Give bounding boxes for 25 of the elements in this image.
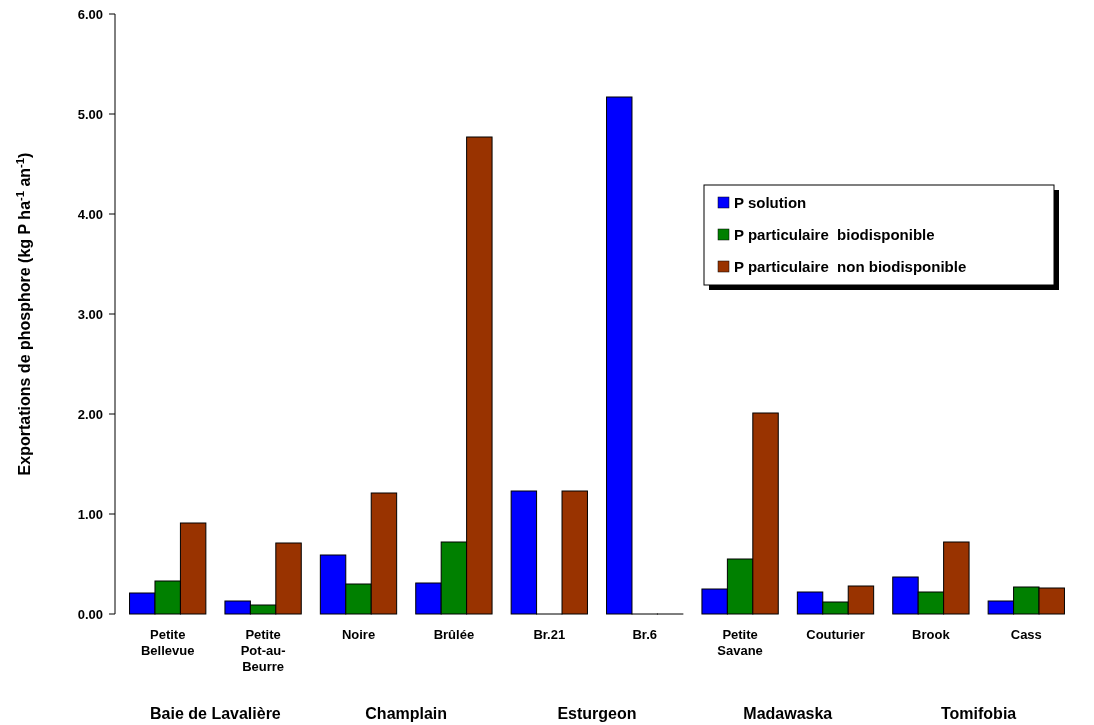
text: Champlain — [365, 705, 448, 722]
x-tick-label: Noire — [341, 627, 376, 642]
y-tick-label: 2.00 — [77, 406, 103, 422]
legend-label: P particulaire biodisponible — [734, 226, 935, 244]
x-tick-label: Petite Bellevue — [140, 627, 195, 658]
y-tick-label: 4.00 — [77, 206, 103, 222]
text: Baie de Lavalière — [150, 705, 281, 722]
x-tick-label: Petite Savane — [717, 627, 763, 658]
text: Madawaska — [743, 705, 833, 722]
y-tick-label: 6.00 — [77, 6, 103, 22]
x-tick-label: Br.21 — [533, 627, 566, 642]
y-tick-label: 1.00 — [77, 506, 103, 522]
text: Tomifobia — [940, 705, 1017, 722]
legend-label: P particulaire non biodisponible — [734, 258, 967, 276]
x-tick-label: Couturier — [806, 627, 865, 642]
x-tick-label: Cass — [1010, 627, 1042, 642]
y-tick-label: 5.00 — [77, 106, 103, 122]
legend-label: P solution — [734, 194, 807, 212]
y-tick-label: 0.00 — [77, 606, 103, 622]
x-tick-label: Brook — [912, 627, 951, 642]
y-tick-label: 3.00 — [77, 306, 103, 322]
text: Esturgeon — [557, 705, 637, 722]
x-tick-label: Petite Pot-au-Beurre — [240, 627, 286, 674]
x-tick-label: Brûlée — [433, 627, 475, 642]
x-tick-label: Br.6 — [632, 627, 657, 642]
